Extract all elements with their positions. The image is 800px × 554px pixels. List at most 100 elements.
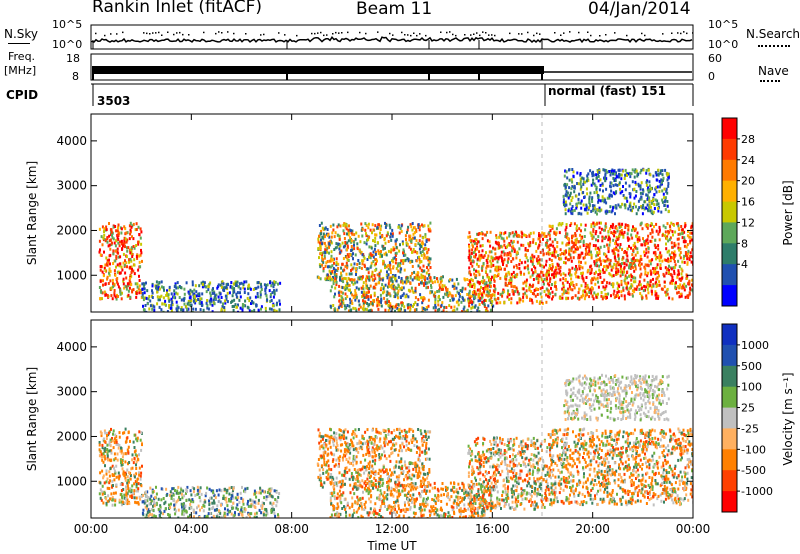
echo-cell xyxy=(103,233,106,237)
echo-cell xyxy=(117,446,120,450)
echo-cell xyxy=(486,273,489,277)
echo-cell xyxy=(453,287,456,291)
echo-cell xyxy=(586,192,589,196)
echo-cell xyxy=(221,305,224,309)
echo-cell xyxy=(462,307,465,311)
echo-cell xyxy=(667,176,670,180)
echo-cell xyxy=(522,243,525,247)
echo-cell xyxy=(347,228,350,232)
echo-cell xyxy=(536,259,539,263)
nsearch-point xyxy=(404,34,406,36)
echo-cell xyxy=(579,179,582,183)
echo-cell xyxy=(487,291,490,295)
echo-cell xyxy=(640,168,643,172)
echo-cell xyxy=(386,270,388,274)
echo-cell xyxy=(574,267,577,271)
echo-cell xyxy=(600,294,603,298)
echo-cell xyxy=(473,297,476,301)
echo-cell xyxy=(411,228,414,232)
echo-cell xyxy=(194,493,197,497)
echo-cell xyxy=(605,264,608,268)
echo-cell xyxy=(133,246,136,250)
echo-cell xyxy=(425,256,428,260)
echo-cell xyxy=(623,294,626,298)
echo-cell xyxy=(684,295,687,299)
y-tick-label: 4000 xyxy=(56,134,87,148)
echo-cell xyxy=(385,293,388,297)
echo-cell xyxy=(160,308,163,312)
echo-cell xyxy=(619,205,622,209)
echo-cell xyxy=(346,253,349,257)
echo-cell xyxy=(104,457,107,461)
echo-cell xyxy=(107,282,110,285)
echo-cell xyxy=(403,268,406,272)
echo-cell xyxy=(407,303,410,307)
echo-cell xyxy=(643,250,645,254)
echo-cell xyxy=(579,177,582,181)
echo-cell xyxy=(159,514,161,518)
echo-cell xyxy=(501,260,504,264)
echo-cell xyxy=(349,238,352,242)
echo-cell xyxy=(681,276,684,280)
echo-cell xyxy=(658,283,661,287)
echo-cell xyxy=(332,267,335,270)
echo-cell xyxy=(350,269,352,272)
echo-cell xyxy=(108,268,111,272)
echo-cell xyxy=(170,292,173,296)
echo-cell xyxy=(623,251,626,254)
echo-cell xyxy=(575,237,578,241)
echo-cell xyxy=(566,176,569,180)
echo-cell xyxy=(241,303,244,306)
echo-cell xyxy=(103,266,106,270)
echo-cell xyxy=(440,303,443,307)
echo-cell xyxy=(390,250,392,254)
echo-cell xyxy=(638,287,641,291)
echo-cell xyxy=(146,490,149,494)
echo-cell xyxy=(679,278,682,282)
echo-cell xyxy=(573,241,576,245)
echo-cell xyxy=(654,238,657,242)
nsky-tick-high-right: 10^5 xyxy=(708,18,739,31)
echo-cell xyxy=(550,286,552,290)
echo-cell xyxy=(105,497,108,501)
echo-cell xyxy=(481,293,484,297)
nsearch-point xyxy=(452,33,454,36)
echo-cell xyxy=(578,227,581,231)
echo-cell xyxy=(100,290,103,294)
echo-cell xyxy=(680,285,683,289)
echo-cell xyxy=(476,309,479,312)
echo-cell xyxy=(365,234,368,238)
echo-cell xyxy=(664,230,667,234)
echo-cell xyxy=(162,286,165,290)
echo-cell xyxy=(601,195,604,199)
echo-cell xyxy=(640,243,643,247)
echo-cell xyxy=(663,285,666,289)
echo-cell xyxy=(456,307,459,311)
echo-cell xyxy=(189,304,192,308)
echo-cell xyxy=(570,273,573,277)
echo-cell xyxy=(617,168,620,172)
echo-cell xyxy=(650,199,653,203)
echo-cell xyxy=(401,240,404,244)
echo-cell xyxy=(137,268,140,272)
echo-cell xyxy=(138,260,141,264)
echo-cell xyxy=(451,309,454,312)
echo-cell xyxy=(673,265,676,269)
echo-cell xyxy=(335,273,338,276)
nsky-label: N.Sky xyxy=(4,27,39,41)
echo-cell xyxy=(330,271,332,275)
echo-cell xyxy=(339,276,341,280)
echo-cell xyxy=(273,511,276,515)
echo-cell xyxy=(549,237,552,241)
echo-cell xyxy=(592,235,595,239)
echo-cell xyxy=(422,236,424,240)
echo-cell xyxy=(127,289,130,293)
echo-cell xyxy=(240,281,243,285)
echo-cell xyxy=(646,255,649,259)
echo-cell xyxy=(110,230,113,234)
echo-cell xyxy=(512,257,515,261)
echo-cell xyxy=(574,234,577,238)
echo-cell xyxy=(671,245,674,249)
echo-cell xyxy=(115,483,118,487)
echo-cell xyxy=(130,259,133,263)
